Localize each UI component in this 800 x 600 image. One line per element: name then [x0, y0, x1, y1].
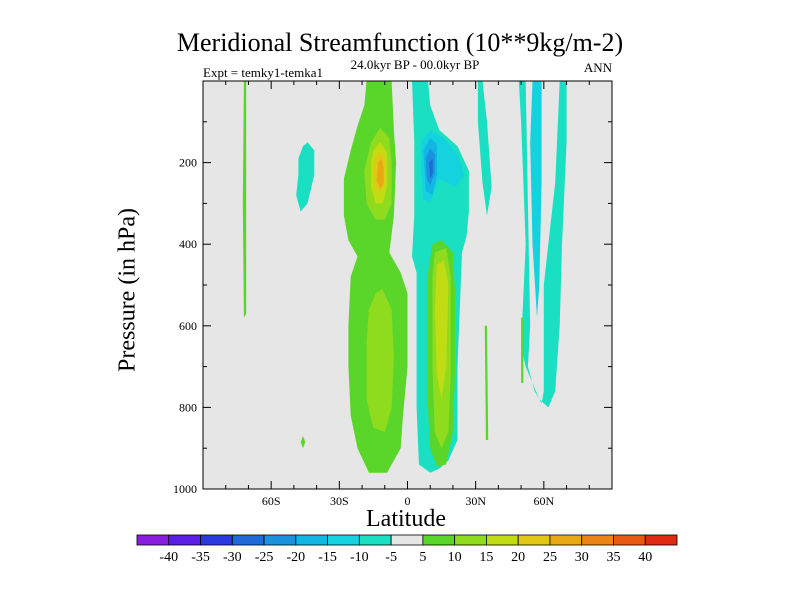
contour-fills	[242, 81, 567, 473]
colorbar-swatch	[231, 534, 265, 546]
colorbar-swatch	[168, 534, 201, 546]
period-label: 24.0kyr BP - 00.0kyr BP	[350, 57, 480, 72]
colorbar-swatch	[136, 534, 170, 546]
colorbar-swatch	[486, 534, 519, 546]
y-tick-label: 200	[179, 156, 197, 170]
colorbar-label: -25	[255, 550, 274, 565]
contour-cyan-33N	[477, 81, 492, 216]
colorbar-swatch	[644, 534, 678, 546]
x-axis-ticks: 60S 30S 0 30N 60N	[225, 81, 590, 508]
colorbar-swatch	[549, 534, 583, 546]
colorbar-swatch	[200, 534, 233, 546]
contour-green-50N	[521, 317, 524, 383]
colorbar-swatch	[517, 534, 551, 546]
x-tick-label: 60N	[533, 494, 554, 508]
colorbar-label: -40	[159, 550, 178, 565]
colorbar-label: -20	[286, 550, 305, 565]
x-axis-label: Latitude	[366, 506, 446, 532]
contour-teal-58N	[530, 81, 542, 318]
colorbar-label: -30	[223, 550, 242, 565]
colorbar-label: 10	[448, 550, 462, 565]
colorbar-swatch	[358, 534, 392, 546]
colorbar-swatch	[327, 534, 360, 546]
x-tick-label: 30N	[465, 494, 486, 508]
colorbar: -40 -35 -30 -25 -20 -15 -10 -5 5 10 15 20 25 30 35 40	[136, 534, 678, 565]
contour-green-46S-dot	[300, 436, 306, 449]
colorbar-label: 30	[575, 550, 589, 565]
y-axis-ticks: 200 400 600 800 1000	[173, 121, 612, 496]
contour-cyan-55N-band	[518, 81, 567, 408]
colorbar-swatch	[263, 534, 297, 546]
colorbar-label: 20	[511, 550, 525, 565]
season-label: ANN	[583, 60, 612, 75]
contour-yellow-NH-mid	[434, 260, 449, 400]
y-tick-label: 1000	[173, 482, 197, 496]
colorbar-label: 40	[638, 550, 652, 565]
colorbar-label: -15	[318, 550, 337, 565]
x-tick-label: 60S	[262, 494, 281, 508]
y-tick-label: 800	[179, 400, 197, 414]
colorbar-swatch	[613, 534, 646, 546]
colorbar-label: -35	[191, 550, 210, 565]
contour-orange-SH-upper	[376, 158, 384, 190]
colorbar-label: -10	[350, 550, 369, 565]
contour-green-35N	[484, 325, 489, 440]
colorbar-label: 5	[419, 550, 426, 565]
colorbar-swatch	[422, 534, 456, 546]
y-tick-label: 400	[179, 237, 197, 251]
colorbar-swatch	[295, 534, 328, 546]
colorbar-swatch	[390, 534, 424, 546]
contour-cyan-48S	[296, 142, 315, 212]
colorbar-swatch	[581, 534, 614, 546]
colorbar-label: 35	[606, 550, 620, 565]
x-tick-label: 0	[405, 494, 411, 508]
colorbar-label: 25	[543, 550, 557, 565]
contour-deepblue-NH-upper	[429, 158, 433, 179]
y-tick-label: 600	[179, 319, 197, 333]
x-tick-label: 30S	[330, 494, 349, 508]
colorbar-swatch	[454, 534, 487, 546]
colorbar-label: 15	[479, 550, 493, 565]
colorbar-label: -5	[385, 550, 397, 565]
experiment-label: Expt = temky1-temka1	[203, 65, 323, 80]
chart-title: Meridional Streamfunction (10**9kg/m-2)	[176, 28, 624, 57]
contour-green-75S	[242, 81, 247, 318]
contour-lime-SH-lower	[366, 289, 394, 432]
